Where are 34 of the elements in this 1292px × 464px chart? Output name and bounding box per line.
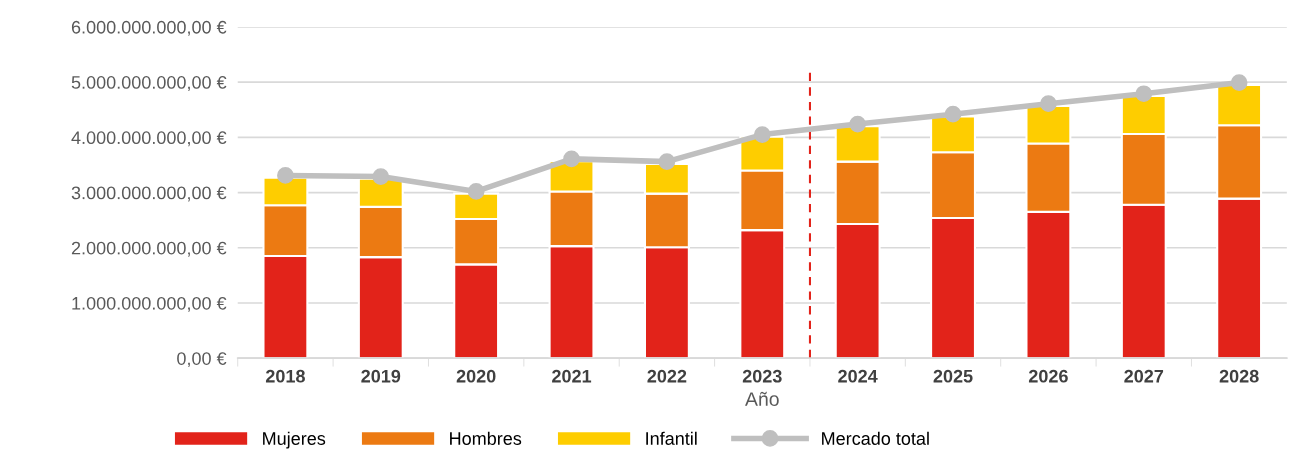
point xyxy=(658,153,676,170)
legend-label: Mujeres xyxy=(263,431,326,449)
y-tick-label: 2.000.000.000,00 € xyxy=(71,241,227,257)
point xyxy=(372,168,390,185)
y-tick-label: 0,00 € xyxy=(177,352,227,368)
point xyxy=(467,183,485,200)
x-tick-label: 2020 xyxy=(456,369,496,383)
legend-label: Mercado total xyxy=(822,431,929,445)
x-axis-title: Año xyxy=(745,391,779,406)
legend-label: Hombres xyxy=(450,431,522,445)
x-tick-label: 2025 xyxy=(933,369,973,383)
y-tick-label: 6.000.000.000,00 € xyxy=(71,20,227,36)
point xyxy=(1135,85,1153,103)
y-tick-label: 3.000.000.000,00 € xyxy=(71,186,227,202)
point xyxy=(1230,74,1248,92)
x-tick-label: 2024 xyxy=(838,369,878,383)
legend-label: Infantil xyxy=(646,431,697,445)
point xyxy=(849,115,866,133)
point xyxy=(944,105,962,123)
x-tick-label: 2026 xyxy=(1028,369,1068,383)
x-tick-label: 2019 xyxy=(361,369,401,383)
x-tick-label: 2022 xyxy=(647,369,687,383)
point xyxy=(1040,95,1057,112)
x-tick-label: 2018 xyxy=(265,369,305,383)
point xyxy=(753,126,771,143)
x-tick-label: 2021 xyxy=(552,369,592,383)
y-tick-label: 1.000.000.000,00 € xyxy=(72,296,227,312)
y-tick-label: 5.000.000.000,00 € xyxy=(71,76,227,91)
x-tick-label: 2028 xyxy=(1219,369,1259,383)
point xyxy=(563,150,580,168)
point xyxy=(277,167,294,184)
y-tick-label: 4.000.000.000,00 € xyxy=(71,131,227,147)
x-tick-label: 2023 xyxy=(742,369,782,383)
x-tick-label: 2027 xyxy=(1124,369,1164,383)
